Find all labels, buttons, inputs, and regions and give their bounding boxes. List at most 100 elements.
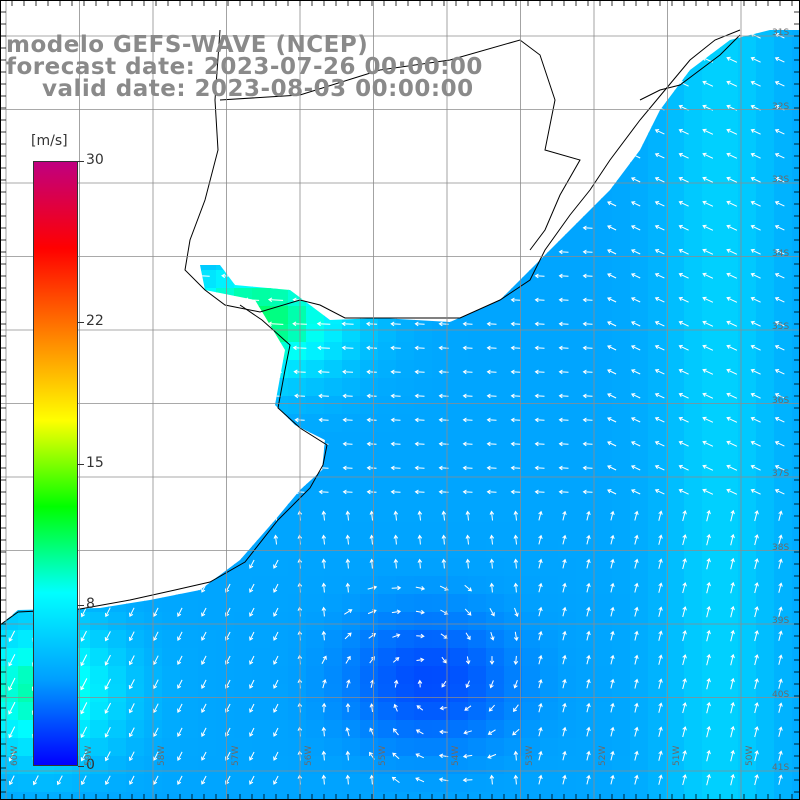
speed-cell [792,792,800,800]
wind-arrow [177,631,183,641]
wind-arrow [80,630,87,642]
speed-cell [792,504,800,523]
wind-arrow [750,80,761,87]
speed-cell [486,468,505,487]
speed-cell [342,432,361,451]
wind-arrow [486,417,497,423]
wind-arrow [682,510,687,522]
wind-arrow [8,630,16,642]
wind-arrow [441,656,447,664]
speed-cell [522,306,541,325]
speed-cell [198,684,217,703]
speed-cell [720,504,739,523]
speed-cell [306,594,325,613]
speed-cell [702,252,721,271]
wind-arrow [390,393,401,399]
speed-cell [522,522,541,541]
speed-cell [468,756,487,775]
wind-arrow [778,510,783,521]
speed-cell [414,324,433,343]
wind-arrow [8,654,16,667]
speed-cell [324,522,343,541]
wind-arrow [538,774,543,785]
wind-arrow [702,392,714,399]
wind-arrow [607,465,617,471]
speed-cell [144,666,163,685]
speed-cell [612,666,631,685]
speed-cell [738,522,757,541]
speed-cell [720,324,739,343]
speed-cell [396,630,415,649]
wind-arrow [634,654,639,665]
speed-cell [594,612,613,631]
speed-cell [396,396,415,415]
wind-arrow [750,272,761,279]
speed-cell [396,756,415,775]
speed-cell [162,612,181,631]
wind-arrow [321,655,327,664]
speed-cell [432,702,451,721]
speed-cell [270,540,289,559]
speed-cell [576,594,595,613]
speed-cell [324,378,343,397]
speed-cell [360,360,379,379]
wind-arrow [465,510,471,521]
speed-cell [360,522,379,541]
wind-arrow [750,224,761,231]
speed-cell [504,342,523,361]
speed-cell [774,126,793,145]
wind-arrow [730,557,735,570]
speed-cell [504,306,523,325]
speed-cell [612,738,631,757]
wind-arrow [441,534,447,545]
speed-cell [702,468,721,487]
speed-cell [666,774,685,793]
speed-cell [522,576,541,595]
wind-arrow [129,607,135,618]
speed-cell [720,90,739,109]
colorbar-tick-label: 30 [86,152,104,168]
speed-cell [558,522,577,541]
wind-arrow [486,393,497,399]
wind-arrow [462,321,473,327]
longitude-label: 55W [377,745,388,766]
speed-cell [684,162,703,181]
speed-cell [540,720,559,739]
wind-arrow [416,657,425,663]
speed-cell [738,684,757,703]
wind-arrow [317,369,330,375]
wind-arrow [774,153,785,159]
speed-cell [216,792,235,800]
speed-cell [756,738,775,757]
speed-cell [504,450,523,469]
wind-arrow [630,225,641,231]
speed-cell [432,792,451,800]
speed-cell [252,576,271,595]
speed-cell [18,702,37,721]
speed-cell [702,648,721,667]
speed-cell [558,468,577,487]
speed-cell [738,360,757,379]
wind-arrow [654,345,665,351]
speed-cell [270,756,289,775]
speed-cell [180,684,199,703]
wind-arrow [774,321,785,327]
speed-cell [324,684,343,703]
speed-cell [630,324,649,343]
colorbar-tick-label: 0 [86,757,95,773]
speed-cell [468,720,487,739]
wind-arrow [754,678,759,690]
speed-cell [756,288,775,307]
speed-cell [324,414,343,433]
speed-cell [126,792,145,800]
wind-arrow [391,609,402,615]
speed-cell [540,486,559,505]
speed-cell [126,702,145,721]
wind-arrow [630,273,641,279]
wind-arrow [730,581,735,594]
speed-cell [738,108,757,127]
speed-cell [198,702,217,721]
wind-arrow [177,751,183,761]
speed-cell [108,702,127,721]
